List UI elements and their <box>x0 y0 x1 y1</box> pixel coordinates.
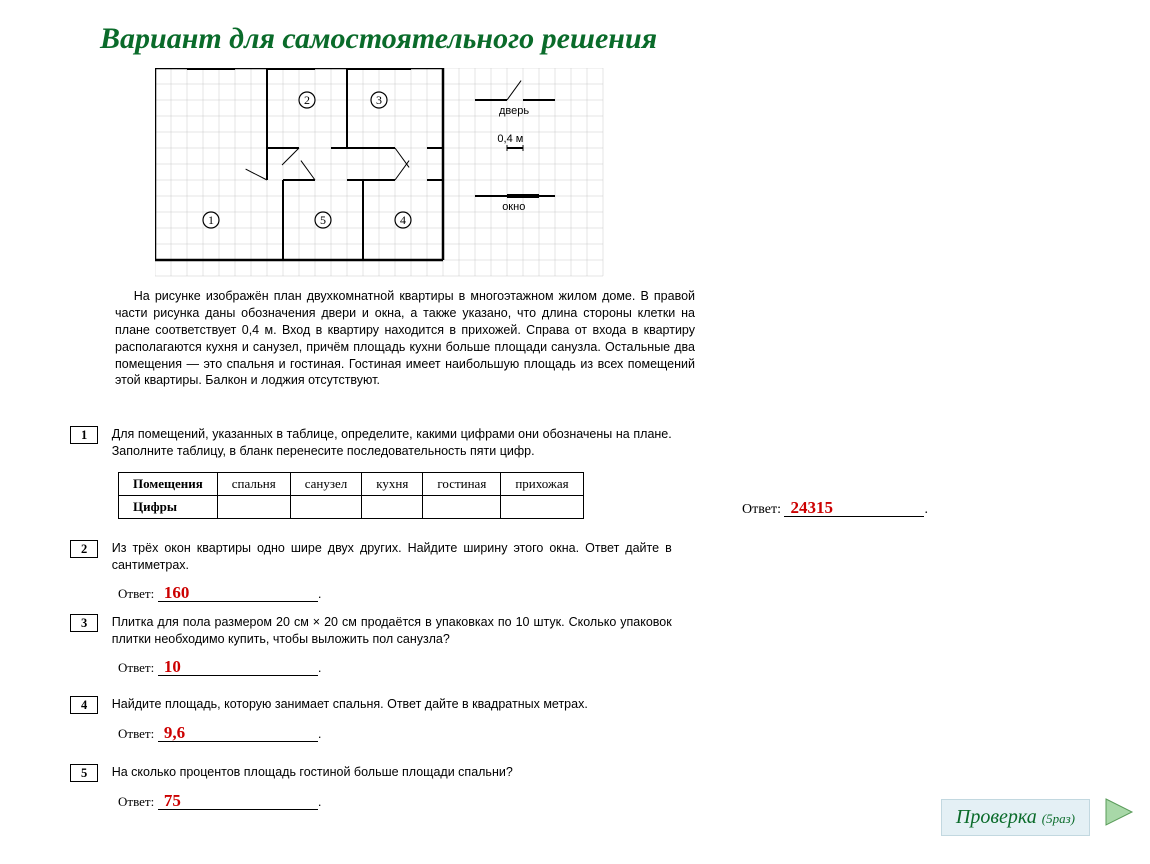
task-1: 1 Для помещений, указанных в таблице, оп… <box>70 426 710 519</box>
task-3-text: Плитка для пола размером 20 см × 20 см п… <box>112 614 672 648</box>
table-header-cell: кухня <box>362 472 423 495</box>
check-label: Проверка <box>956 806 1037 828</box>
table-cell <box>423 495 501 518</box>
answer-value: 10 <box>158 658 318 676</box>
answer-value: 160 <box>158 584 318 602</box>
svg-text:3: 3 <box>376 93 382 107</box>
task-4-text: Найдите площадь, которую занимает спальн… <box>112 696 672 713</box>
table-row-label: Цифры <box>119 495 218 518</box>
check-button[interactable]: Проверка (5раз) <box>941 799 1090 836</box>
task-1-table: Помещенияспальнясанузелкухнягостинаяприх… <box>118 472 584 519</box>
table-cell <box>217 495 290 518</box>
task-5-text: На сколько процентов площадь гостиной бо… <box>112 764 672 781</box>
task-3: 3 Плитка для пола размером 20 см × 20 см… <box>70 614 710 676</box>
table-cell <box>501 495 583 518</box>
answer-label: Ответ: <box>118 586 154 601</box>
table-header-cell: спальня <box>217 472 290 495</box>
task-1-number: 1 <box>70 426 98 444</box>
answer-value: 9,6 <box>158 724 318 742</box>
svg-text:0,4 м: 0,4 м <box>497 133 523 145</box>
task-2: 2 Из трёх окон квартиры одно шире двух д… <box>70 540 710 602</box>
play-icon <box>1102 795 1136 829</box>
svg-text:окно: окно <box>502 201 525 213</box>
answer-label: Ответ: <box>742 502 781 517</box>
svg-text:2: 2 <box>304 93 310 107</box>
table-header-cell: прихожая <box>501 472 583 495</box>
task-5-answer: Ответ: 75. <box>118 792 710 810</box>
svg-text:4: 4 <box>400 213 406 227</box>
floorplan: 1 2 3 4 5 дверь 0,4 м окно <box>155 68 607 285</box>
table-header-cell: Помещения <box>119 472 218 495</box>
table-header-cell: санузел <box>290 472 362 495</box>
svg-text:дверь: дверь <box>499 105 529 117</box>
task-2-answer: Ответ: 160. <box>118 584 710 602</box>
page-title: Вариант для самостоятельного решения <box>100 22 657 56</box>
table-cell <box>290 495 362 518</box>
intro-text: На рисунке изображён план двухкомнатной … <box>115 288 695 389</box>
task-3-number: 3 <box>70 614 98 632</box>
task-1-text: Для помещений, указанных в таблице, опре… <box>112 426 672 460</box>
task-2-text: Из трёх окон квартиры одно шире двух дру… <box>112 540 672 574</box>
answer-label: Ответ: <box>118 726 154 741</box>
task-5-number: 5 <box>70 764 98 782</box>
answer-label: Ответ: <box>118 794 154 809</box>
svg-text:1: 1 <box>208 213 214 227</box>
task-4-number: 4 <box>70 696 98 714</box>
answer-label: Ответ: <box>118 660 154 675</box>
task-2-number: 2 <box>70 540 98 558</box>
task-4: 4 Найдите площадь, которую занимает спал… <box>70 696 710 742</box>
answer-value: 75 <box>158 792 318 810</box>
play-button[interactable] <box>1102 795 1136 834</box>
task-4-answer: Ответ: 9,6. <box>118 724 710 742</box>
table-header-cell: гостиная <box>423 472 501 495</box>
check-note: (5раз) <box>1042 811 1075 826</box>
table-cell <box>362 495 423 518</box>
task-5: 5 На сколько процентов площадь гостиной … <box>70 764 710 810</box>
svg-text:5: 5 <box>320 213 326 227</box>
task-1-answer: Ответ: 24315. <box>742 499 928 518</box>
answer-value: 24315 <box>784 499 924 517</box>
task-3-answer: Ответ: 10. <box>118 658 710 676</box>
